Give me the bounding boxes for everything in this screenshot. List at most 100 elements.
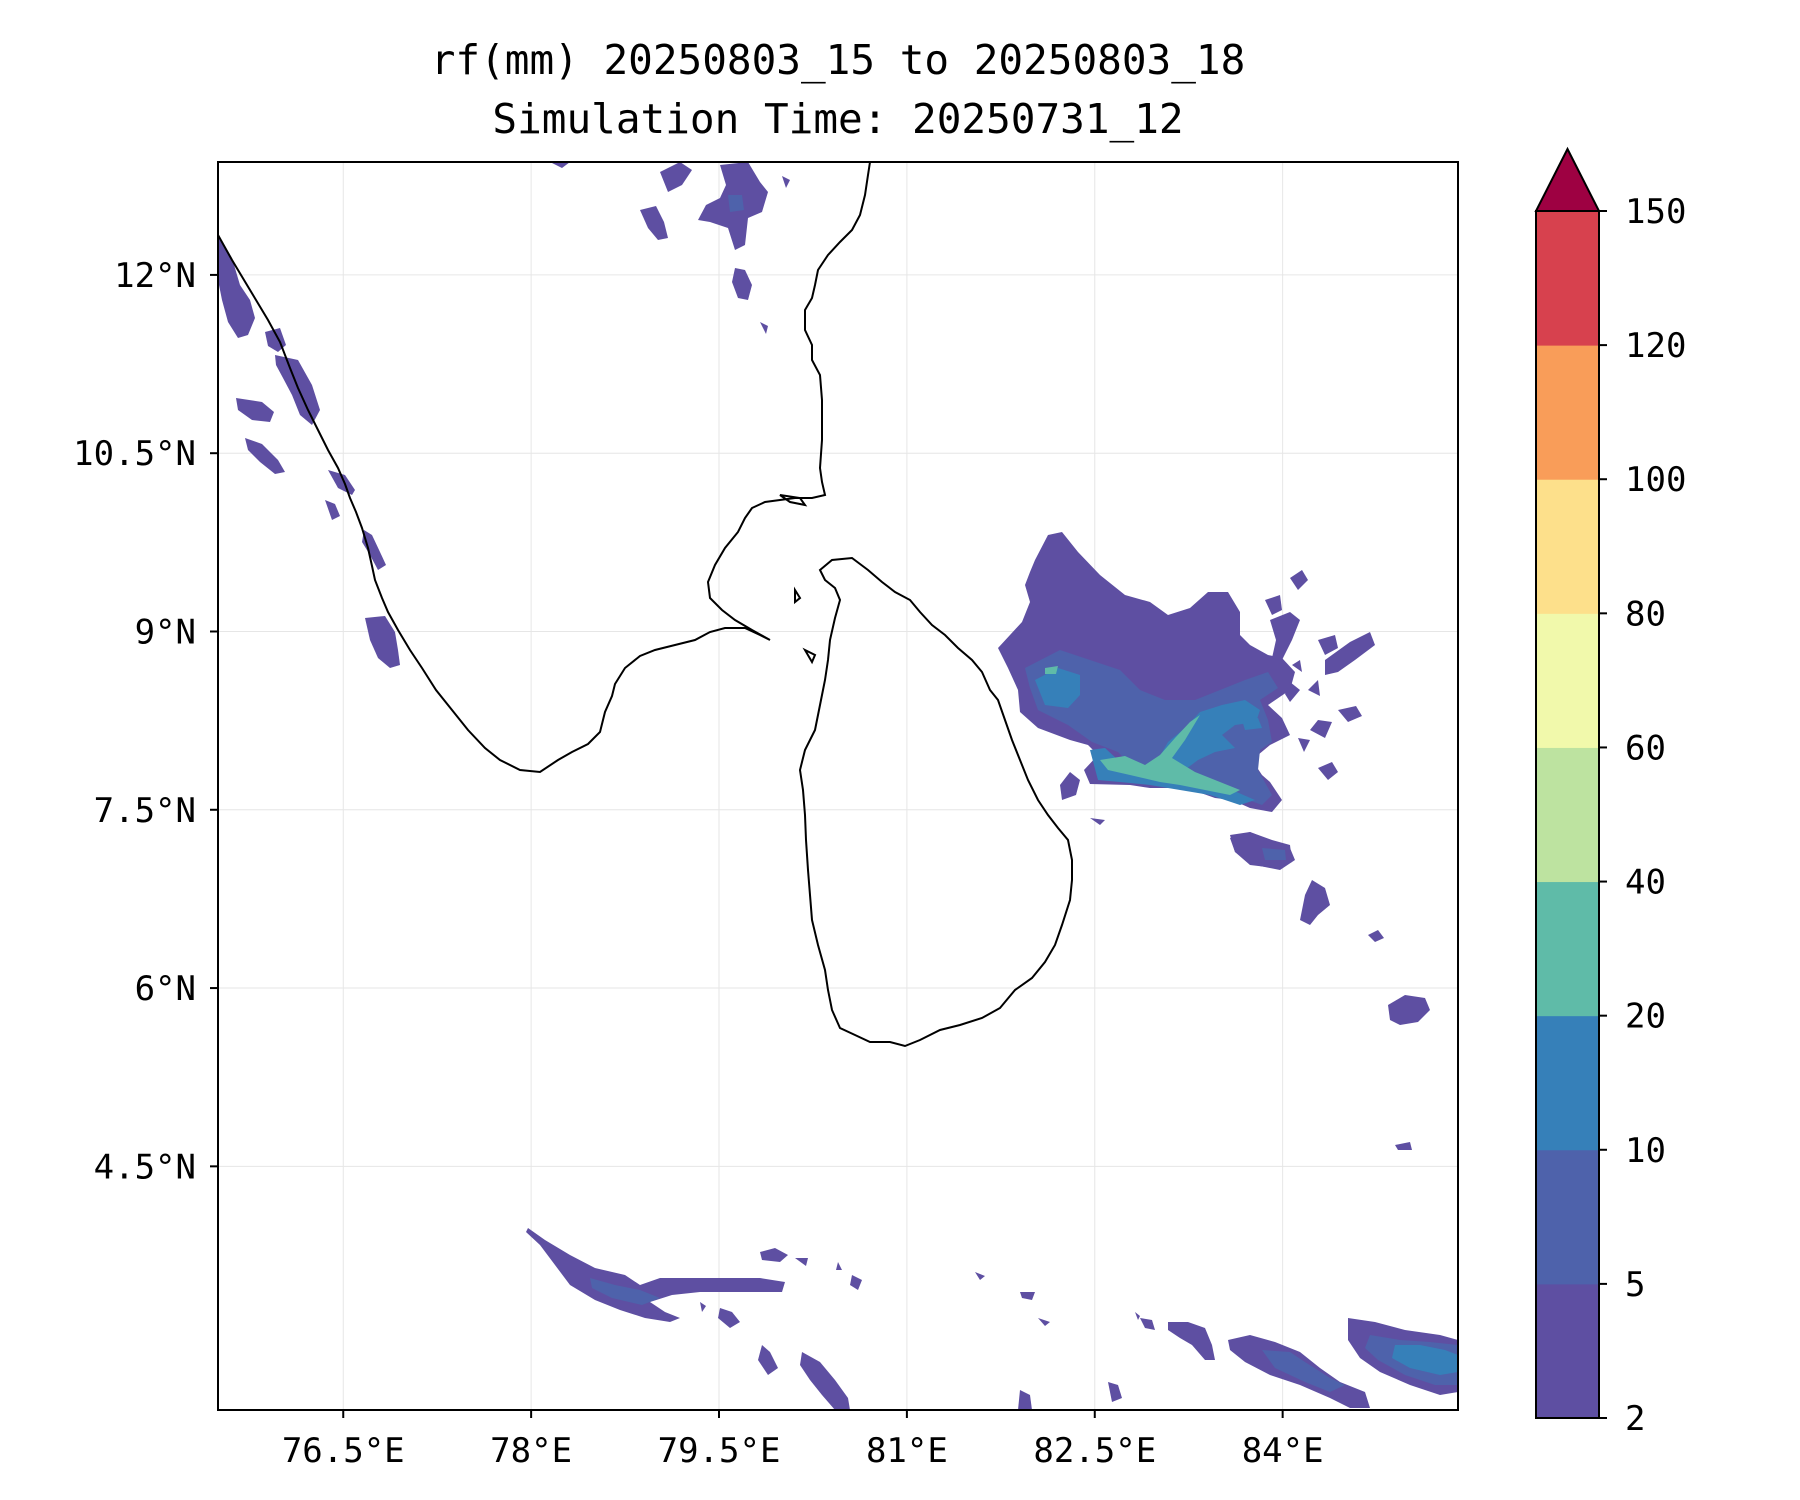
rain-patch (526, 1228, 785, 1322)
rain-patch (1285, 682, 1300, 702)
rain-patch (1090, 818, 1105, 825)
rain-patch (1168, 1322, 1215, 1360)
coastline-islet (779, 494, 808, 507)
rain-patch (836, 1262, 842, 1270)
lon-tick-label: 81°E (866, 1431, 948, 1471)
rainfall-contours (218, 162, 1458, 1410)
rain-patch (850, 1275, 862, 1290)
colorbar-tick-label: 2 (1625, 1399, 1645, 1439)
rain-patch (1290, 570, 1308, 590)
colorbar-segment (1536, 345, 1599, 480)
coastline (218, 162, 1073, 1048)
rain-patch (328, 470, 355, 495)
rain-patch (1025, 650, 1278, 805)
rain-patch (1270, 612, 1300, 660)
rain-patch (1020, 1292, 1035, 1300)
colorbar-segment (1536, 1015, 1599, 1151)
lat-tick-label: 6°N (135, 969, 196, 1009)
rain-patch (275, 355, 320, 425)
colorbar-tick-label: 5 (1625, 1265, 1645, 1305)
rain-patch (1308, 680, 1320, 696)
coastline-india (218, 162, 871, 774)
rain-patch (1265, 595, 1282, 615)
map-gridlines (218, 162, 1458, 1410)
colorbar-tick-label: 100 (1625, 460, 1686, 500)
colorbar-segment (1536, 1149, 1599, 1285)
colorbar-segment (1536, 479, 1599, 614)
colorbar-segment (1536, 613, 1599, 748)
rain-patch (1100, 715, 1240, 795)
rain-patch (975, 1272, 985, 1280)
colorbar-tick-label: 150 (1625, 192, 1686, 232)
rain-patch (1325, 632, 1375, 675)
rain-patch (1368, 930, 1384, 942)
lon-tick-label: 78°E (490, 1431, 572, 1471)
rain-patch (1140, 1318, 1155, 1330)
rain-patch (1310, 720, 1332, 738)
lat-tick-label: 10.5°N (73, 434, 196, 474)
rain-patch (1318, 762, 1338, 780)
lat-tick-label: 9°N (135, 612, 196, 652)
rain-patch (590, 1278, 660, 1305)
rain-patch (1392, 1345, 1458, 1375)
rain-patch (728, 195, 744, 212)
lat-tick-label: 7.5°N (94, 791, 196, 831)
colorbar-tick-label: 80 (1625, 594, 1666, 634)
rain-patch (245, 438, 285, 474)
rain-patch (1060, 772, 1080, 800)
colorbar: 2 5 10 20 40 60 80 100 120 150 (1534, 146, 1686, 1439)
lon-tick-label: 84°E (1242, 1431, 1324, 1471)
rain-patch (760, 322, 768, 334)
rain-patch (1292, 660, 1302, 672)
rain-patch (640, 206, 668, 240)
coastline-islet (794, 586, 802, 605)
rain-patch (1045, 666, 1058, 674)
lon-tick-label: 82.5°E (1033, 1431, 1156, 1471)
rain-patch (1242, 718, 1262, 730)
rain-patch (718, 1308, 740, 1328)
rain-patch (365, 616, 400, 668)
coastline-sri-lanka (798, 556, 1073, 1048)
rain-patch (1338, 706, 1362, 722)
rain-patch (362, 530, 386, 570)
colorbar-tick-label: 60 (1625, 728, 1666, 768)
colorbar-extend-arrow (1534, 146, 1601, 212)
colorbar-segment (1536, 881, 1599, 1017)
rain-patch (1395, 1142, 1412, 1150)
rain-patch (1298, 738, 1310, 752)
colorbar-segment (1536, 747, 1599, 883)
rain-patch (758, 1345, 778, 1375)
map-title-line-1: rf(mm) 20250803_15 to 20250803_18 (430, 36, 1246, 84)
colorbar-tick-label: 10 (1625, 1131, 1666, 1171)
lat-tick-label: 4.5°N (94, 1147, 196, 1187)
lon-tick-label: 79.5°E (658, 1431, 781, 1471)
coastline-islet (802, 647, 817, 665)
rain-patch (1035, 668, 1080, 708)
colorbar-tick-label: 20 (1625, 997, 1666, 1037)
rain-patch (218, 235, 255, 338)
rain-patch (732, 268, 752, 300)
colorbar-tick-label: 40 (1625, 863, 1666, 903)
rain-patch (782, 176, 790, 188)
rain-patch (760, 1248, 788, 1262)
rain-patch (1300, 880, 1330, 925)
colorbar-tick-label: 120 (1625, 326, 1686, 366)
lon-tick-label: 76.5°E (282, 1431, 405, 1471)
rain-patch (1262, 1350, 1345, 1392)
rain-patch (1135, 1312, 1140, 1320)
rain-patch (325, 500, 340, 520)
rain-patch (800, 1352, 850, 1410)
rain-patch (1018, 1390, 1032, 1410)
rain-patch (1262, 848, 1286, 860)
map-frame (217, 161, 1459, 1411)
rain-patch (700, 1302, 706, 1312)
rain-patch (1318, 635, 1338, 655)
map-axis-ticks: 76.5°E 78°E 79.5°E 81°E 82.5°E 84°E 12°N 10.5°N… (73, 256, 1323, 1471)
rain-patch (660, 162, 692, 192)
rain-patch (236, 398, 274, 422)
colorbar-frame (1535, 210, 1600, 1419)
rain-patch (1038, 1318, 1050, 1326)
rain-patch (795, 1258, 808, 1266)
map-title-line-2: Simulation Time: 20250731_12 (492, 95, 1184, 143)
colorbar-segment (1536, 211, 1599, 346)
